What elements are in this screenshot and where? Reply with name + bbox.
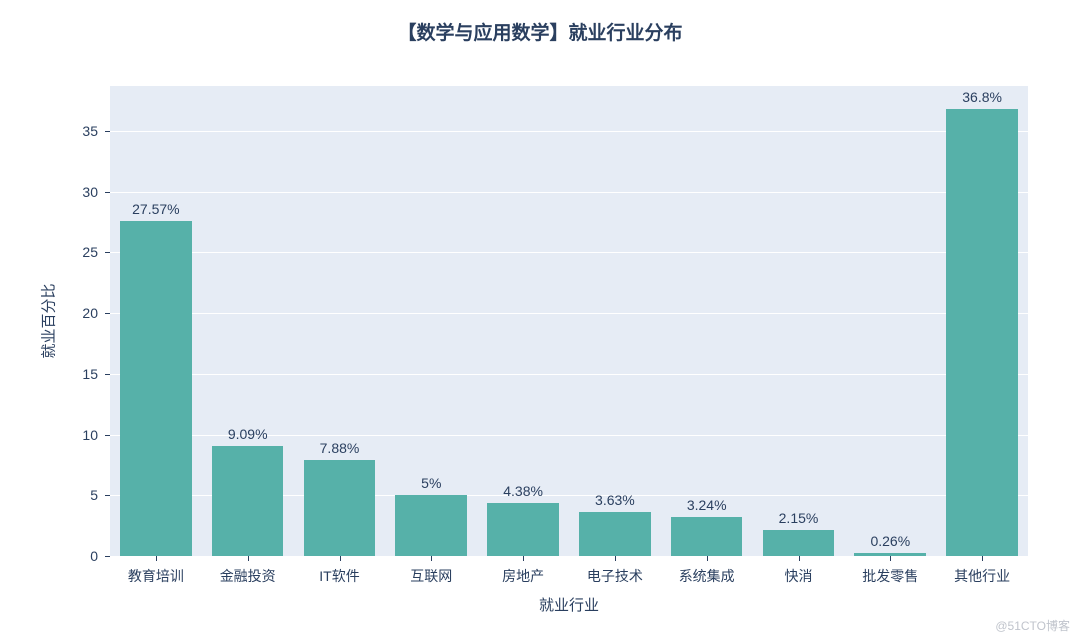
chart-title: 【数学与应用数学】就业行业分布 [0,18,1080,45]
bar-value-label: 7.88% [320,440,360,460]
bar [763,530,835,556]
grid-line [110,252,1028,253]
x-tick-label: 教育培训 [128,556,184,586]
x-tick-label: 电子技术 [587,556,643,586]
x-tick-label: 快消 [785,556,813,586]
y-tick-label: 25 [82,244,110,260]
grid-line [110,313,1028,314]
plot-area: 0510152025303527.57%教育培训9.09%金融投资7.88%IT… [110,86,1028,556]
bar-value-label: 4.38% [503,483,543,503]
y-tick-label: 30 [82,184,110,200]
chart-container: 【数学与应用数学】就业行业分布 0510152025303527.57%教育培训… [0,0,1080,640]
grid-line [110,374,1028,375]
x-tick-label: 互联网 [410,556,452,586]
bar [304,460,376,556]
bar-value-label: 0.26% [870,533,910,553]
grid-line [110,192,1028,193]
x-tick-label: 系统集成 [679,556,735,586]
x-tick-label: 其他行业 [954,556,1010,586]
y-tick-label: 35 [82,123,110,139]
bar [395,495,467,556]
x-tick-label: IT软件 [319,556,359,586]
y-tick-label: 5 [90,487,110,503]
bar [579,512,651,556]
watermark: @51CTO博客 [995,617,1070,634]
bar-value-label: 3.63% [595,492,635,512]
bar-value-label: 5% [421,475,441,495]
x-tick-label: 房地产 [502,556,544,586]
x-tick-label: 金融投资 [220,556,276,586]
bar-value-label: 27.57% [132,201,179,221]
bar [487,503,559,556]
bar-value-label: 3.24% [687,497,727,517]
grid-line [110,131,1028,132]
y-tick-label: 0 [90,548,110,564]
bar [212,446,284,556]
bar-value-label: 2.15% [779,510,819,530]
y-tick-label: 10 [82,427,110,443]
x-tick-label: 批发零售 [862,556,918,586]
bar [120,221,192,556]
bar-value-label: 9.09% [228,426,268,446]
y-tick-label: 15 [82,366,110,382]
x-axis-label: 就业行业 [539,594,599,615]
bar [946,109,1018,556]
y-axis-label: 就业百分比 [38,283,59,358]
y-tick-label: 20 [82,305,110,321]
bar-value-label: 36.8% [962,89,1002,109]
bar [671,517,743,556]
